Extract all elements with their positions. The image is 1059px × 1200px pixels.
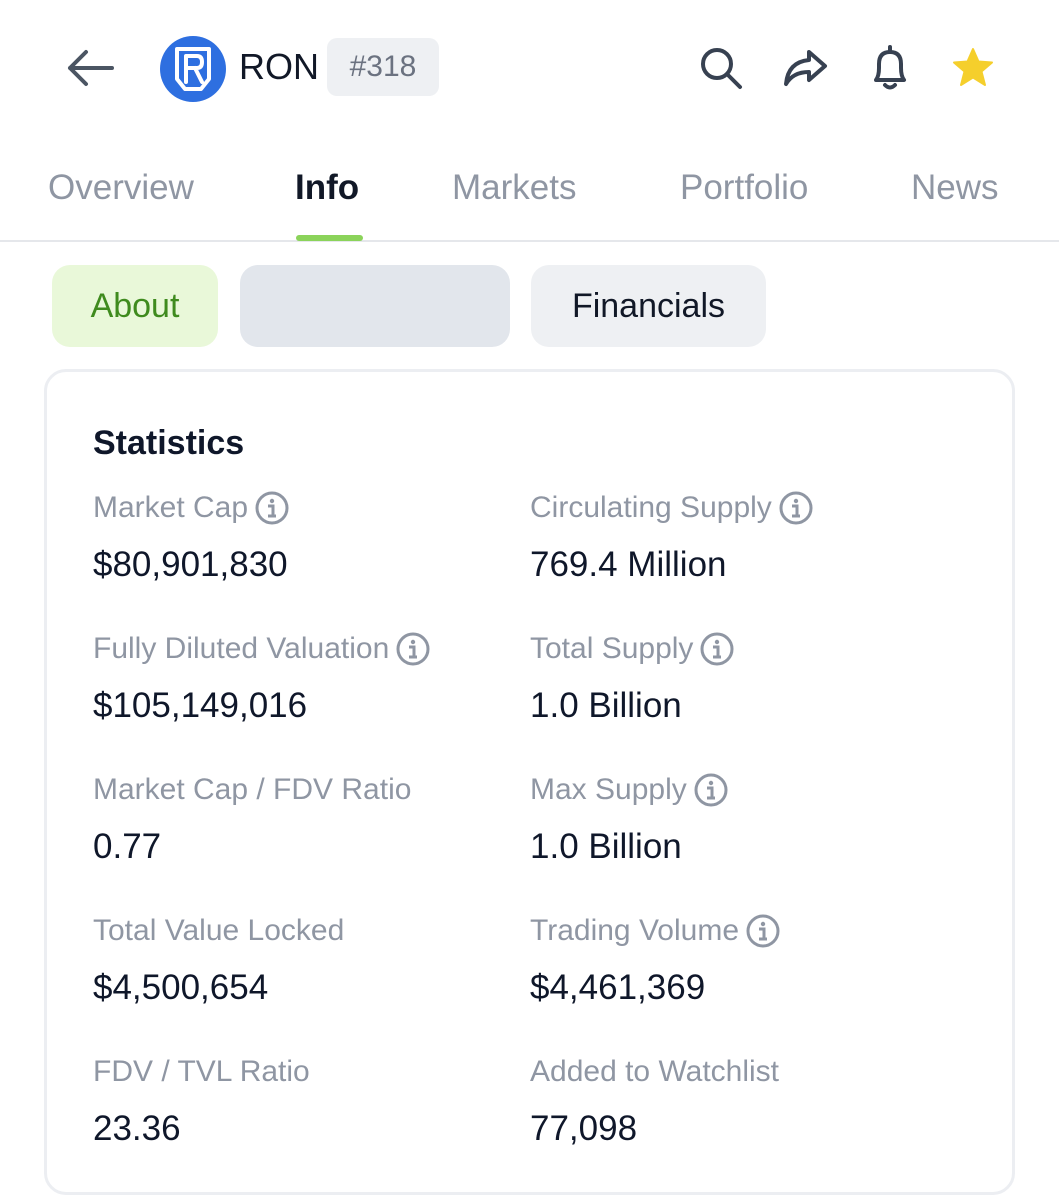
- back-button[interactable]: [60, 44, 120, 92]
- stat-label: Max Supply: [530, 773, 687, 806]
- share-button[interactable]: [777, 40, 833, 96]
- stat-value: 0.77: [93, 827, 162, 866]
- tab-info[interactable]: Info: [295, 168, 360, 207]
- share-icon: [784, 50, 827, 86]
- stat-value: $80,901,830: [93, 545, 288, 584]
- subtab-blank[interactable]: [240, 265, 510, 347]
- coin-symbol: RON: [239, 46, 319, 87]
- subtab-about[interactable]: About: [52, 265, 218, 347]
- stat-fully-diluted-valuation: Fully Diluted Valuation $105,149,016: [93, 629, 431, 729]
- stat-value: $4,500,654: [93, 968, 269, 1007]
- stat-total-supply: Total Supply 1.0 Billion: [530, 629, 735, 729]
- tab-markets[interactable]: Markets: [452, 168, 577, 207]
- stat-label: Total Supply: [530, 632, 694, 665]
- notifications-button[interactable]: [862, 40, 918, 96]
- info-icon[interactable]: [778, 490, 814, 526]
- stat-value: 77,098: [530, 1109, 638, 1148]
- star-icon: [953, 48, 993, 86]
- stat-label: Trading Volume: [530, 914, 740, 947]
- subtab-financials[interactable]: Financials: [531, 265, 766, 347]
- stat-label: Fully Diluted Valuation: [93, 632, 390, 665]
- search-button[interactable]: [693, 40, 749, 96]
- ronin-logo-icon: [175, 47, 211, 91]
- stat-label: Circulating Supply: [530, 491, 772, 524]
- coin-logo: [160, 36, 226, 102]
- stat-label: Total Value Locked: [93, 914, 345, 947]
- stat-label: Market Cap: [93, 491, 249, 524]
- tab-news[interactable]: News: [911, 168, 999, 207]
- bell-icon: [874, 45, 906, 90]
- stat-market-cap-fdv-ratio: Market Cap / FDV Ratio 0.77: [93, 770, 411, 870]
- stat-label: Market Cap / FDV Ratio: [93, 773, 412, 806]
- back-arrow-icon: [68, 50, 114, 86]
- stat-value: 1.0 Billion: [530, 827, 682, 866]
- stat-added-to-watchlist: Added to Watchlist 77,098: [530, 1052, 779, 1152]
- tab-bar: Overview Info Markets Portfolio News: [0, 150, 1059, 242]
- info-icon[interactable]: [693, 772, 729, 808]
- stat-value: $4,461,369: [530, 968, 706, 1007]
- watchlist-star-button[interactable]: [945, 40, 1001, 96]
- stat-total-value-locked: Total Value Locked $4,500,654: [93, 911, 344, 1011]
- tab-portfolio[interactable]: Portfolio: [680, 168, 809, 207]
- stat-value: 23.36: [93, 1109, 181, 1148]
- statistics-card: Statistics Market Cap $80,901,830 Circul…: [44, 369, 1015, 1195]
- stat-label: Added to Watchlist: [530, 1055, 780, 1088]
- info-icon[interactable]: [395, 631, 431, 667]
- stat-circulating-supply: Circulating Supply 769.4 Million: [530, 488, 814, 588]
- stat-market-cap: Market Cap $80,901,830: [93, 488, 290, 588]
- info-icon[interactable]: [699, 631, 735, 667]
- search-icon: [701, 48, 742, 89]
- stat-value: $105,149,016: [93, 686, 308, 725]
- rank-badge: #318: [327, 38, 439, 96]
- top-bar: RON #318: [0, 0, 1059, 135]
- info-icon[interactable]: [745, 913, 781, 949]
- statistics-title: Statistics: [93, 424, 245, 462]
- stat-max-supply: Max Supply 1.0 Billion: [530, 770, 729, 870]
- stat-trading-volume: Trading Volume $4,461,369: [530, 911, 781, 1011]
- stat-value: 769.4 Million: [530, 545, 727, 584]
- active-tab-indicator: [296, 235, 363, 241]
- stat-fdv-tvl-ratio: FDV / TVL Ratio 23.36: [93, 1052, 310, 1152]
- stat-value: 1.0 Billion: [530, 686, 682, 725]
- info-icon[interactable]: [254, 490, 290, 526]
- tab-overview[interactable]: Overview: [48, 168, 194, 207]
- stat-label: FDV / TVL Ratio: [93, 1055, 310, 1088]
